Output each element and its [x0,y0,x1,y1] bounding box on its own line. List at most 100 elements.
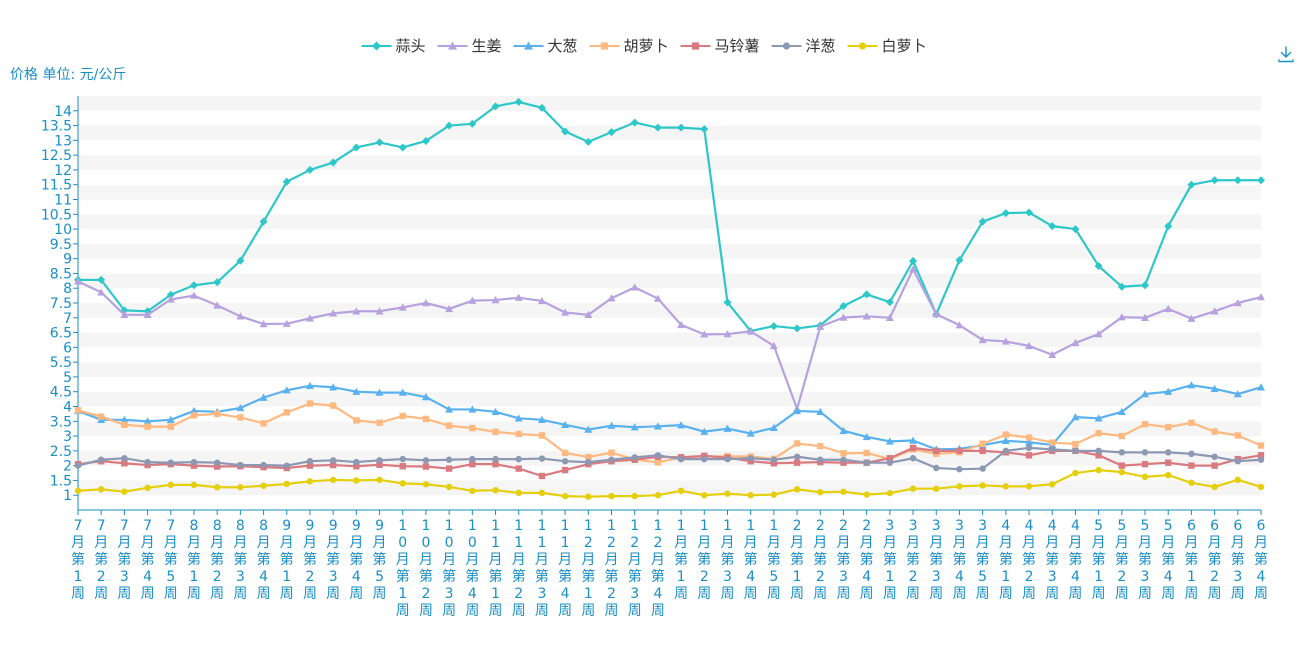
data-point[interactable] [74,462,82,469]
data-point[interactable] [630,118,639,127]
data-point[interactable] [143,310,152,319]
data-point[interactable] [422,457,430,464]
data-point[interactable] [1164,387,1173,395]
data-point[interactable] [259,217,268,226]
data-point[interactable] [700,125,709,134]
data-point[interactable] [1257,176,1265,185]
data-point[interactable] [1025,444,1033,452]
data-point[interactable] [237,484,244,491]
data-point[interactable] [259,319,268,328]
data-point[interactable] [816,322,825,330]
data-point[interactable] [1187,381,1196,389]
data-point[interactable] [1025,341,1034,350]
data-point[interactable] [329,461,337,469]
data-point[interactable] [537,296,546,305]
data-point[interactable] [561,127,570,136]
data-point[interactable] [933,464,940,472]
data-point[interactable] [144,458,151,466]
data-point[interactable] [468,296,477,304]
data-point[interactable] [608,456,615,463]
data-point[interactable] [97,413,105,420]
data-point[interactable] [538,455,546,462]
data-point[interactable] [769,341,778,350]
data-point[interactable] [769,423,778,431]
data-point[interactable] [793,440,801,447]
data-point[interactable] [352,143,361,152]
data-point[interactable] [190,412,198,419]
data-point[interactable] [840,488,847,495]
data-point[interactable] [166,295,175,303]
data-point[interactable] [653,294,662,302]
data-point[interactable] [677,123,686,132]
data-point[interactable] [584,310,593,319]
data-point[interactable] [538,432,546,439]
data-point[interactable] [1141,313,1150,321]
data-point[interactable] [978,335,987,344]
data-point[interactable] [352,307,361,315]
data-point[interactable] [701,452,708,460]
data-point[interactable] [584,137,593,146]
data-point[interactable] [863,491,870,498]
data-point[interactable] [469,487,476,494]
data-point[interactable] [491,102,500,111]
data-point[interactable] [793,406,802,415]
data-point[interactable] [398,143,407,152]
data-point[interactable] [213,301,222,309]
data-point[interactable] [189,291,198,299]
data-point[interactable] [190,458,198,466]
data-point[interactable] [1210,176,1219,185]
data-point[interactable] [514,414,523,422]
data-point[interactable] [376,457,383,464]
data-point[interactable] [769,322,778,331]
data-point[interactable] [166,415,175,424]
data-point[interactable] [236,256,245,265]
data-point[interactable] [1210,384,1219,392]
data-point[interactable] [74,487,82,494]
data-point[interactable] [700,330,709,338]
data-point[interactable] [305,165,314,174]
data-point[interactable] [167,423,174,430]
data-point[interactable] [1094,262,1103,271]
data-point[interactable] [421,299,430,307]
data-point[interactable] [353,458,360,466]
data-point[interactable] [955,256,964,265]
data-point[interactable] [746,429,755,437]
data-point[interactable] [1117,313,1126,321]
data-point[interactable] [1164,222,1173,231]
data-point[interactable] [445,422,453,429]
data-point[interactable] [422,463,430,470]
data-point[interactable] [445,304,454,313]
data-point[interactable] [1234,476,1242,484]
data-point[interactable] [1234,432,1242,439]
data-point[interactable] [445,465,453,472]
data-point[interactable] [979,447,986,455]
data-point[interactable] [469,424,476,432]
download-icon[interactable] [1276,44,1296,64]
data-point[interactable] [97,456,105,463]
data-point[interactable] [213,463,221,470]
data-point[interactable] [747,455,754,462]
data-point[interactable] [1165,459,1172,466]
data-point[interactable] [608,449,615,456]
data-point[interactable] [1187,180,1196,189]
data-point[interactable] [306,400,314,407]
data-point[interactable] [979,465,986,472]
data-point[interactable] [514,293,523,301]
legend-item-大葱[interactable]: 大葱 [513,37,578,55]
data-point[interactable] [1072,440,1079,448]
series-line[interactable] [77,468,1262,498]
data-point[interactable] [422,481,430,488]
data-point[interactable] [793,486,801,493]
legend-item-生姜[interactable]: 生姜 [437,37,502,55]
data-point[interactable] [1211,428,1218,435]
data-point[interactable] [701,455,708,463]
data-point[interactable] [1233,390,1242,398]
data-point[interactable] [1001,436,1010,445]
data-point[interactable] [492,428,499,436]
data-point[interactable] [74,277,82,285]
data-point[interactable] [1257,452,1265,459]
series-line[interactable] [77,384,1262,451]
data-point[interactable] [1165,471,1172,479]
data-point[interactable] [213,484,221,491]
legend[interactable]: 蒜头 生姜 大葱 胡萝卜 马铃薯 洋葱 白萝卜 [361,37,927,55]
